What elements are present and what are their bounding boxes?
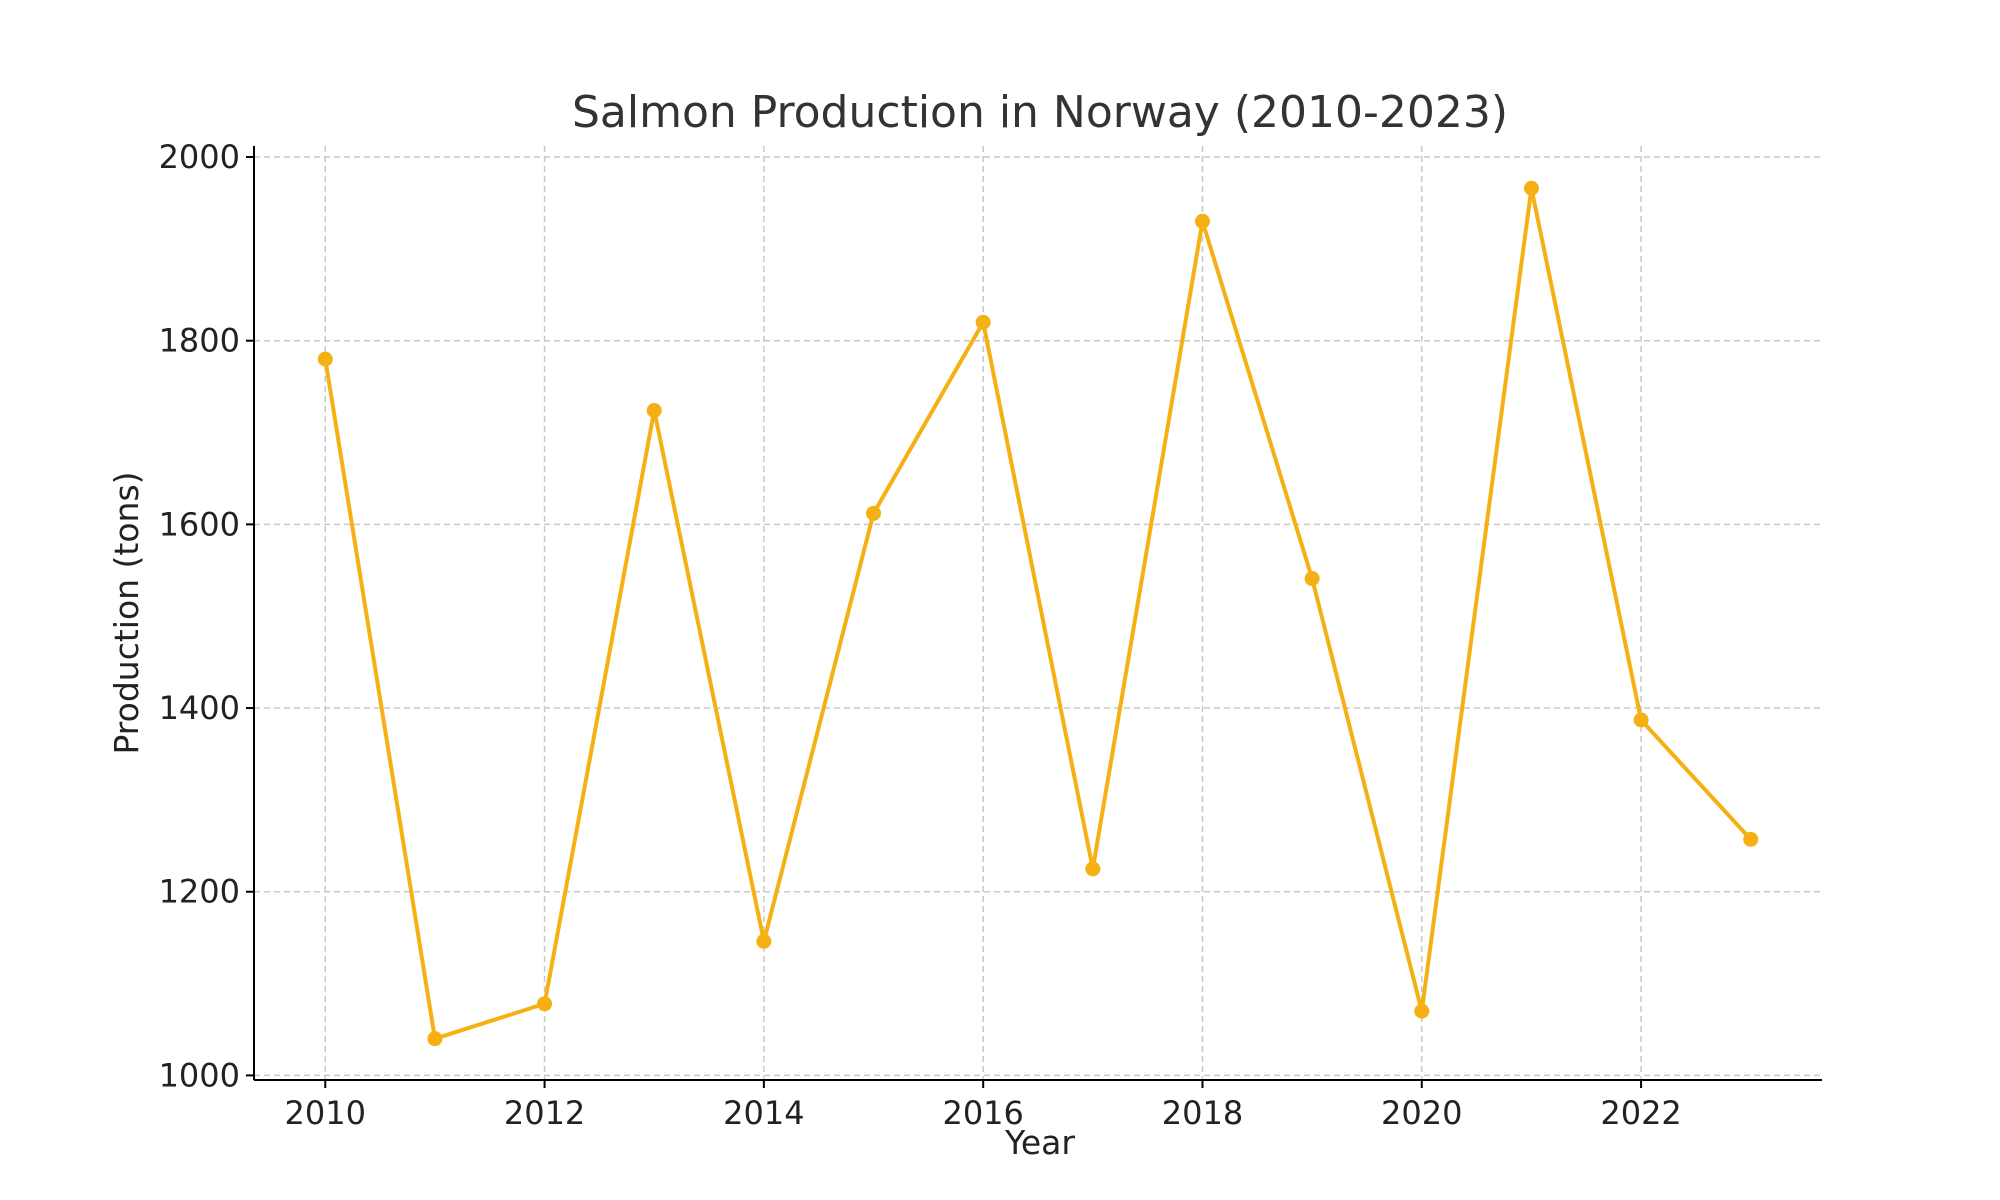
data-point bbox=[317, 351, 333, 367]
y-tick-label: 1600 bbox=[159, 505, 240, 543]
data-point bbox=[1414, 1003, 1430, 1019]
data-point bbox=[1523, 180, 1539, 196]
x-tick-label: 2022 bbox=[1600, 1094, 1681, 1132]
x-axis-label: Year bbox=[1004, 1123, 1075, 1162]
y-tick-label: 2000 bbox=[159, 138, 240, 176]
series-1-line bbox=[323, 186, 1753, 1041]
chart-title: Salmon Production in Norway (2010-2023) bbox=[572, 87, 1508, 138]
x-tick-label: 2012 bbox=[504, 1094, 585, 1132]
data-point bbox=[866, 505, 882, 521]
x-tick-label: 2020 bbox=[1381, 1094, 1462, 1132]
data-point bbox=[646, 402, 662, 418]
data-point bbox=[1743, 831, 1759, 847]
y-tick-label: 1800 bbox=[159, 322, 240, 360]
data-point bbox=[1194, 213, 1210, 229]
data-point bbox=[1085, 861, 1101, 877]
axes-layer bbox=[253, 146, 1822, 1081]
y-axis-label: Production (tons) bbox=[107, 471, 146, 754]
data-point bbox=[537, 996, 553, 1012]
data-point bbox=[1633, 712, 1649, 728]
data-point bbox=[756, 933, 772, 949]
x-tick-label: 2018 bbox=[1162, 1094, 1243, 1132]
ticks-layer: 2010 2012 2014 2016 2018 2020 2022 1000 1200 1400… bbox=[159, 138, 1682, 1132]
y-tick-label: 1400 bbox=[159, 689, 240, 727]
x-tick-label: 2016 bbox=[942, 1094, 1023, 1132]
y-tick-label: 1000 bbox=[159, 1056, 240, 1094]
x-tick-label: 2014 bbox=[723, 1094, 804, 1132]
series-layer bbox=[317, 180, 1759, 1047]
y-tick-label: 1200 bbox=[159, 873, 240, 911]
data-point bbox=[427, 1031, 443, 1047]
x-tick-label: 2010 bbox=[285, 1094, 366, 1132]
data-point bbox=[1304, 571, 1320, 587]
data-point bbox=[975, 314, 991, 330]
grid-layer bbox=[254, 146, 1822, 1080]
